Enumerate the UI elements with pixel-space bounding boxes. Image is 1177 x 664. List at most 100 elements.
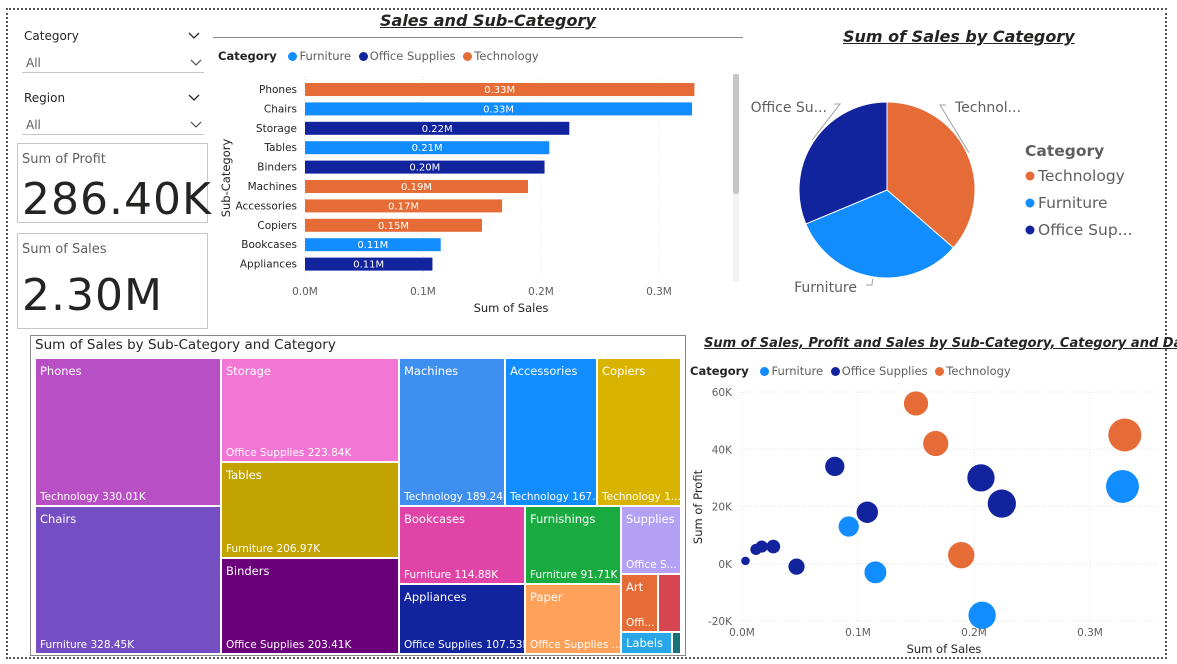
scatter-point[interactable] <box>825 456 845 477</box>
treemap-tile[interactable]: Binders Office Supplies 203.41K <box>221 558 399 654</box>
pie-legend-item[interactable]: Technology <box>1037 167 1125 185</box>
legend-dot <box>830 367 840 376</box>
treemap-tile[interactable]: Bookcases Furniture 114.88K <box>399 506 525 584</box>
scatter-point[interactable] <box>838 516 859 537</box>
pie-slice[interactable] <box>798 101 888 225</box>
treemap-tile[interactable]: Paper Office Supplies ... <box>525 584 621 654</box>
treemap-chart[interactable]: Sum of Sales by Sub-Category and Categor… <box>30 335 686 656</box>
treemap-tile[interactable]: Appliances Office Supplies 107.53K <box>399 584 525 654</box>
legend-dot <box>1025 171 1035 181</box>
tile-name: Chairs <box>40 512 77 526</box>
treemap-tile[interactable]: Art Offi... <box>621 574 658 632</box>
tile-value: Technology 167... <box>510 491 597 503</box>
scatter-chart-title: Sum of Sales, Profit and Sales by Sub-Ca… <box>704 336 1177 351</box>
bar-title-rule <box>213 37 743 38</box>
bar[interactable] <box>305 102 693 116</box>
bar[interactable] <box>305 180 529 193</box>
tile-value: Technology 1... <box>602 491 681 503</box>
legend-dot <box>463 52 473 61</box>
treemap-tile[interactable]: Furnishings Furniture 91.71K <box>525 506 621 584</box>
scatter-point[interactable] <box>987 489 1016 518</box>
legend-dot <box>760 367 770 376</box>
sales-card-value: 2.30M <box>22 270 163 321</box>
pie-slice[interactable] <box>805 189 955 279</box>
sales-card[interactable]: Sum of Sales 2.30M <box>17 233 208 329</box>
y-tick-label: Chairs <box>264 103 297 115</box>
pie-legend-item[interactable]: Office Sup... <box>1038 221 1132 239</box>
scatter-point[interactable] <box>1106 470 1139 503</box>
legend-dot <box>358 52 368 61</box>
pie-legend-item[interactable]: Furniture <box>1038 194 1108 212</box>
scrollbar-thumb[interactable] <box>733 74 739 194</box>
treemap-tile[interactable]: Supplies Office S... <box>621 506 681 574</box>
scatter-point[interactable] <box>968 601 996 629</box>
sales-card-label: Sum of Sales <box>22 242 107 257</box>
chevron-down-icon[interactable] <box>188 32 200 40</box>
scatter-legend-office-supplies[interactable]: Office Supplies <box>841 364 928 378</box>
scatter-legend-technology[interactable]: Technology <box>946 364 1011 378</box>
x-axis-title: Sum of Sales <box>474 301 549 315</box>
region-dropdown[interactable]: All <box>22 113 204 135</box>
tile-name: Appliances <box>404 590 467 604</box>
bar[interactable] <box>305 257 433 271</box>
scatter-point[interactable] <box>741 556 750 566</box>
treemap-tile[interactable]: Phones Technology 330.01K <box>35 358 221 506</box>
scatter-point[interactable] <box>766 539 781 554</box>
bar[interactable] <box>305 160 545 174</box>
profit-card[interactable]: Sum of Profit 286.40K <box>17 143 211 225</box>
scatter-point[interactable] <box>788 558 805 575</box>
treemap-tile[interactable]: Tables Furniture 206.97K <box>221 462 399 558</box>
scatter-point[interactable] <box>923 430 949 457</box>
data-label: 0.19M <box>401 182 432 193</box>
bar[interactable] <box>305 121 570 135</box>
tile-value: Furniture 206.97K <box>226 543 321 555</box>
bar-legend-furniture[interactable]: Furniture <box>299 49 352 63</box>
y-tick-label: Copiers <box>257 220 297 232</box>
pie-slice[interactable] <box>886 101 976 249</box>
x-tick-label: 0.3M <box>1077 627 1103 639</box>
category-slicer-title[interactable]: Category <box>24 29 202 43</box>
category-dropdown-value: All <box>26 56 41 70</box>
treemap-tile[interactable]: Machines Technology 189.24K <box>399 358 505 506</box>
treemap-tile[interactable]: Labels <box>621 632 672 654</box>
bar[interactable] <box>305 199 503 213</box>
y-tick-label: 20K <box>712 502 733 514</box>
pie-chart[interactable]: Technol... Furniture Office Su... Category T… <box>745 88 1165 303</box>
tile-value: Office S... <box>626 559 677 571</box>
y-axis-title: Sub-Category <box>219 139 233 218</box>
bar-legend-office-supplies[interactable]: Office Supplies <box>369 49 456 63</box>
bar[interactable] <box>305 141 550 155</box>
data-label: 0.22M <box>422 124 453 135</box>
pie-label: Furniture <box>794 280 857 296</box>
scatter-point[interactable] <box>856 501 879 523</box>
treemap-tile[interactable]: Accessories Technology 167... <box>505 358 597 506</box>
scatter-point[interactable] <box>750 543 762 556</box>
treemap-tile[interactable] <box>672 632 681 654</box>
scatter-point[interactable] <box>864 561 887 584</box>
scatter-point[interactable] <box>967 464 995 492</box>
bar[interactable] <box>305 218 482 232</box>
tile-name: Supplies <box>626 512 675 526</box>
tile-name: Paper <box>530 590 563 604</box>
scatter-legend-furniture[interactable]: Furniture <box>771 364 824 378</box>
treemap-tile[interactable]: Copiers Technology 1... <box>597 358 681 506</box>
report-canvas <box>6 8 1167 659</box>
chevron-down-icon[interactable] <box>188 94 200 102</box>
x-tick-label: 0.3M <box>646 286 672 298</box>
tile-name: Storage <box>226 364 271 378</box>
bar[interactable] <box>305 83 695 96</box>
region-slicer-label: Region <box>24 91 66 105</box>
category-slicer-label: Category <box>24 29 79 43</box>
treemap-tile[interactable]: Storage Office Supplies 223.84K <box>221 358 399 462</box>
treemap-tile[interactable]: Chairs Furniture 328.45K <box>35 506 221 654</box>
region-slicer-title[interactable]: Region <box>24 91 202 105</box>
scatter-point[interactable] <box>903 391 929 416</box>
scatter-point[interactable] <box>1108 418 1142 452</box>
category-dropdown[interactable]: All <box>22 51 204 73</box>
bar[interactable] <box>305 238 441 252</box>
bar-chart[interactable]: 0.0M 0.1M 0.2M 0.3M Phones 0.33M Chairs 0.33M St… <box>213 70 743 320</box>
bar-legend-technology[interactable]: Technology <box>474 49 539 63</box>
treemap-tile[interactable] <box>658 574 681 632</box>
scatter-point[interactable] <box>948 541 975 569</box>
